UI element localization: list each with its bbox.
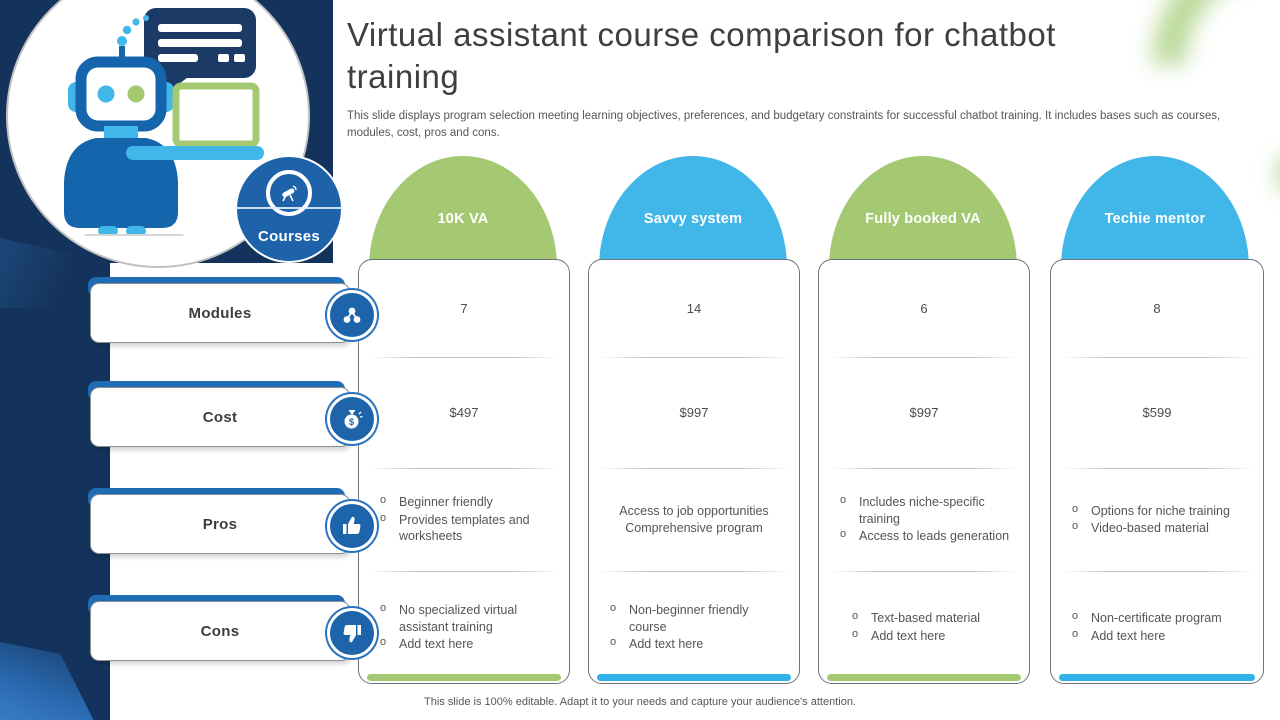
cost-cell: $497 [359,358,569,467]
row-label: Cost [202,408,238,426]
pros-item: Video-based material [1067,519,1251,537]
course-card-10k-va: 7 $497 Beginner friendly Provides templa… [358,259,570,684]
column-header-dome: 10K VA [369,156,557,268]
courses-badge: Courses [235,155,343,263]
cost-value: $997 [909,405,939,421]
modules-cell: 8 [1051,260,1263,357]
divider [599,357,789,359]
modules-value: 7 [460,301,468,317]
modules-cell: 6 [819,260,1029,357]
footer-note: This slide is 100% editable. Adapt it to… [424,696,856,708]
course-card-techie-mentor: 8 $599 Options for niche training Video-… [1050,259,1264,684]
row-header-modules: Modules [90,283,350,343]
cost-value: $497 [449,405,479,421]
courses-badge-label: Courses [257,228,321,245]
card-accent-bar [827,674,1021,681]
thumbs-down-icon [327,608,377,658]
column-title: Fully booked VA [865,211,981,227]
row-label: Pros [202,515,238,533]
card-accent-bar [367,674,561,681]
course-card-savvy-system: 14 $997 Access to job opportunities Comp… [588,259,800,684]
row-label: Cons [200,622,240,640]
robot-illustration-circle [6,0,310,268]
cons-item: No specialized virtual assistant trainin… [375,601,557,635]
chatbot-robot-icon [64,8,264,236]
divider [1061,570,1253,572]
pros-item: Access to leads generation [835,527,1017,545]
modules-value: 6 [920,301,928,317]
cons-item: Non-certificate program [1067,609,1251,627]
divider [1061,467,1253,469]
card-accent-bar [597,674,791,681]
column-title: 10K VA [437,211,489,227]
pros-cell: Options for niche training Video-based m… [1051,469,1263,571]
money-bag-icon: $ [327,394,377,444]
cons-item-placeholder[interactable]: Add text here [1067,627,1251,645]
divider [829,467,1019,469]
row-header-pros: Pros [90,494,350,554]
cons-cell: Text-based material Add text here [819,572,1029,683]
cons-item-placeholder[interactable]: Add text here [605,635,787,653]
page-subtitle: This slide displays program selection me… [347,110,1221,139]
cost-cell: $599 [1051,358,1263,467]
cost-cell: $997 [819,358,1029,467]
column-title: Techie mentor [1104,211,1206,227]
column-header-dome: Savvy system [599,156,787,268]
divider [369,467,559,469]
telescope-icon [266,170,312,216]
cons-cell: No specialized virtual assistant trainin… [359,572,569,683]
modules-cell: 14 [589,260,799,357]
pros-cell: Access to job opportunities Comprehensiv… [589,469,799,571]
cost-value: $997 [679,405,709,421]
cons-item-placeholder[interactable]: Add text here [847,627,1017,645]
divider [829,570,1019,572]
cons-item: Text-based material [847,609,1017,627]
divider [369,570,559,572]
pros-item: Comprehensive program [625,521,763,536]
divider [369,357,559,359]
row-header-cost: Cost [90,387,350,447]
divider [1061,357,1253,359]
pros-item: Options for niche training [1067,502,1251,520]
cost-cell: $997 [589,358,799,467]
badge-divider-line [235,207,343,209]
cons-item-placeholder[interactable]: Add text here [375,635,557,653]
divider [829,357,1019,359]
pros-item: Provides templates and worksheets [375,511,557,545]
cons-cell: Non-certificate program Add text here [1051,572,1263,683]
modules-value: 14 [686,301,702,317]
column-header-dome: Fully booked VA [829,156,1017,268]
modules-value: 8 [1153,301,1161,317]
course-card-fully-booked-va: 6 $997 Includes niche-specific training … [818,259,1030,684]
column-title: Savvy system [643,211,743,227]
pros-cell: Includes niche-specific training Access … [819,469,1029,571]
thumbs-up-icon [327,501,377,551]
modules-icon [327,290,377,340]
card-accent-bar [1059,674,1255,681]
pros-item: Beginner friendly [375,493,557,511]
pros-item: Includes niche-specific training [835,493,1017,527]
divider [599,467,789,469]
row-header-cons: Cons [90,601,350,661]
svg-text:$: $ [349,417,354,427]
modules-cell: 7 [359,260,569,357]
divider [599,570,789,572]
pros-cell: Beginner friendly Provides templates and… [359,469,569,571]
cons-cell: Non-beginner friendly course Add text he… [589,572,799,683]
page-title: Virtual assistant course comparison for … [347,16,1056,96]
row-label: Modules [188,304,252,322]
cost-value: $599 [1142,405,1172,421]
pros-item: Access to job opportunities [619,503,769,518]
cons-item: Non-beginner friendly course [605,601,787,635]
